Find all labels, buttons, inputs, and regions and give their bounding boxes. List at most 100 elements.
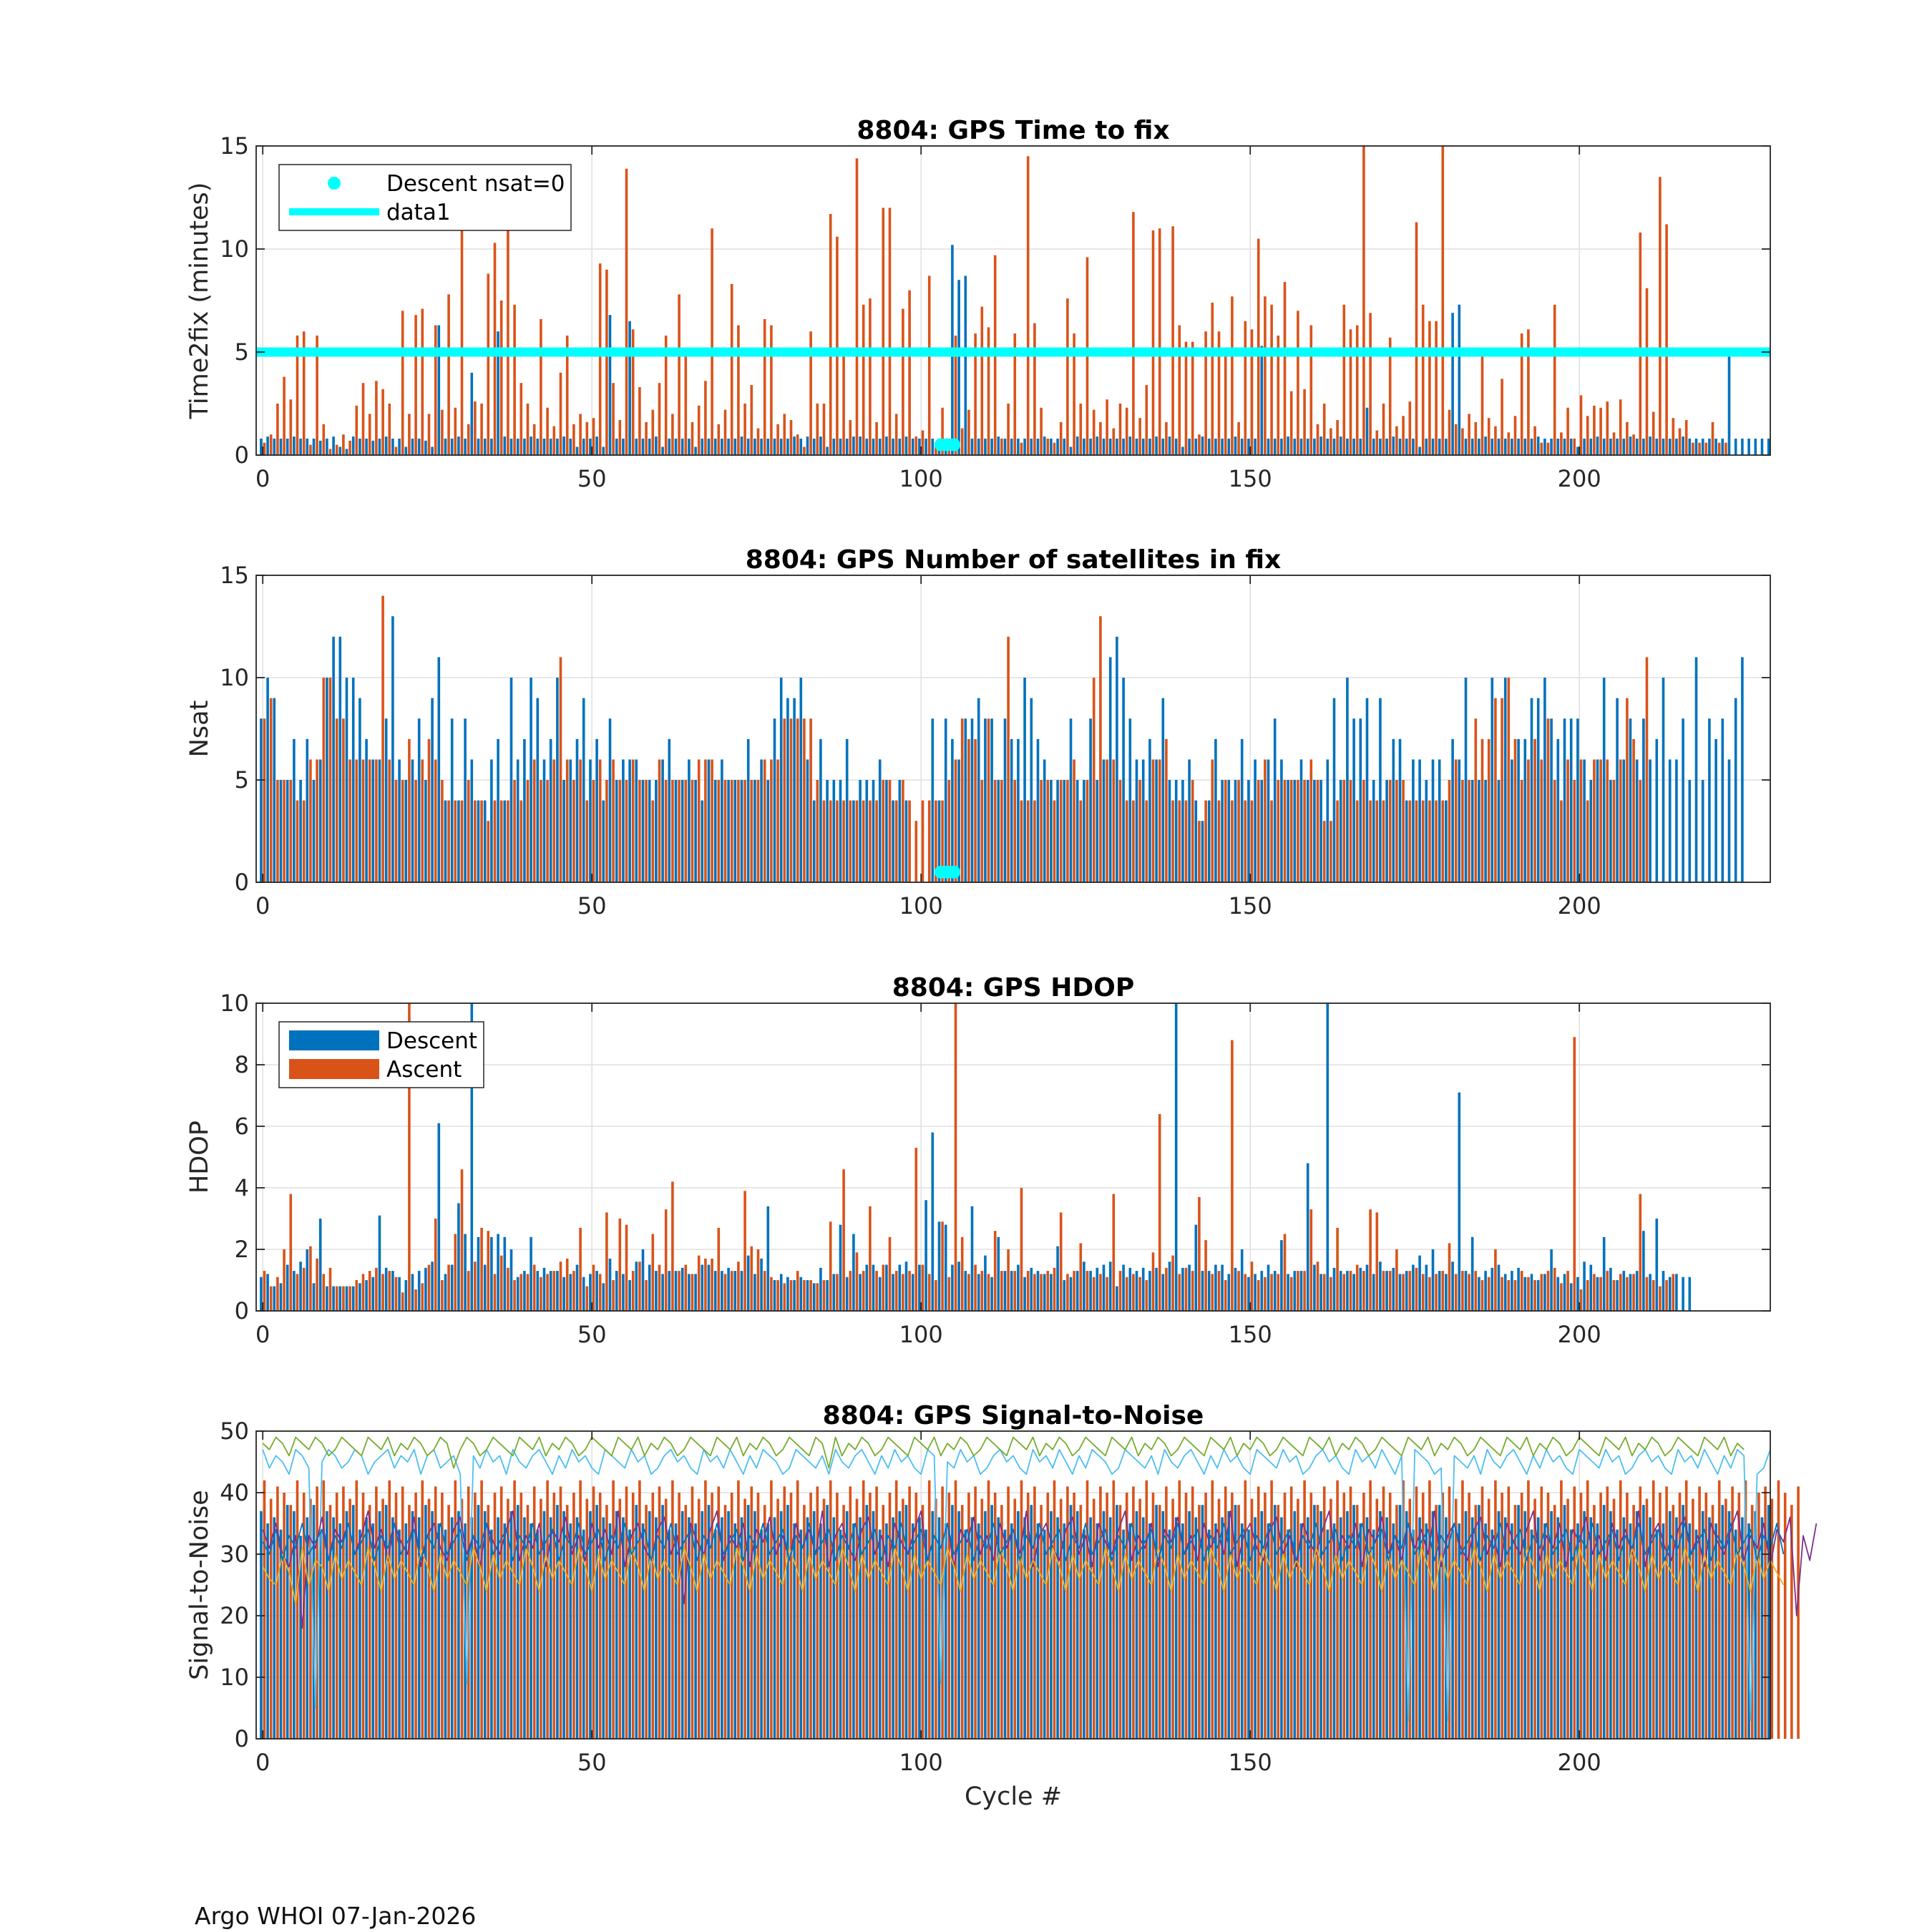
bar [951,738,954,882]
bar [668,438,671,455]
bar [1503,438,1507,455]
bar [1362,780,1365,882]
bar [1431,438,1435,455]
bar [391,1271,394,1311]
bar [1313,780,1316,882]
bar [1616,1280,1619,1311]
bar [351,1286,355,1311]
bar [740,1517,743,1739]
bar [1448,409,1451,455]
bar [980,1271,984,1311]
bar [565,759,569,882]
bar [263,718,266,882]
bar [487,273,490,455]
bar [302,1267,306,1311]
x-tick-label: 200 [1558,892,1601,919]
bar [499,1255,503,1311]
chart-title: 8804: GPS Number of satellites in fix [746,545,1282,575]
bar [1491,438,1494,455]
bar [1619,399,1622,455]
bar [1116,636,1118,882]
bar [1392,738,1395,882]
bar [839,1224,842,1311]
bar [888,1236,892,1311]
bar [394,447,398,455]
bar [1237,780,1240,882]
bar [1040,780,1043,882]
bar [892,1274,894,1311]
bar [1217,331,1221,455]
bar [1207,1529,1211,1739]
bar [872,780,875,882]
bar [1375,430,1379,455]
bar [487,1505,490,1739]
bar [316,1258,318,1311]
bar [1589,1517,1593,1739]
bar [1204,331,1207,455]
bar [1299,1271,1303,1311]
bar [1606,1486,1609,1739]
bar [1174,438,1178,455]
bar [1155,1267,1158,1311]
y-tick-label: 20 [220,1602,249,1629]
bar [1138,418,1141,455]
bar [898,1264,902,1311]
bar [1059,1212,1063,1311]
bar [1461,1480,1464,1739]
bar [1701,1511,1704,1739]
bar [1303,389,1306,455]
bar [503,1523,507,1739]
bar [1332,698,1336,882]
bar [957,1262,960,1311]
bar [401,1486,404,1739]
bar [872,1264,875,1311]
bar [855,1498,859,1739]
bar [997,1517,1000,1739]
bar [1392,1267,1395,1311]
bar [671,1181,674,1311]
bar [1069,718,1073,882]
bar [1128,1267,1132,1311]
bar [595,436,598,455]
bar [540,780,542,882]
bar [1576,1523,1579,1739]
y-tick-label: 15 [220,562,249,589]
bar [1231,800,1234,882]
bar [1494,1249,1497,1311]
bar [1319,780,1322,882]
footer-text: Argo WHOI 07-Jan-2026 [195,1902,477,1930]
bar [1478,438,1480,455]
bar [1470,1517,1474,1739]
bar [688,438,691,455]
bar [770,1277,773,1311]
bar [859,436,862,455]
bar [1599,759,1602,882]
bar [1412,1529,1415,1739]
bar [1672,1274,1675,1311]
bar [276,780,279,882]
bar [1458,1523,1461,1739]
bar [1336,420,1339,455]
bar [664,1498,668,1739]
bar [898,780,902,882]
bar [809,718,812,882]
bar [1194,1517,1198,1739]
bar [1224,780,1227,882]
bar [1668,1277,1672,1311]
bar [342,1286,345,1311]
bar [1556,438,1560,455]
bar [1293,438,1297,455]
axes-box [255,145,1771,456]
bar [1250,329,1254,455]
bar [1280,1240,1283,1311]
bar [318,440,322,455]
bar [1665,1280,1668,1311]
bar [1418,759,1421,882]
bar [826,1280,829,1311]
bar [1254,438,1257,455]
bar [414,1289,417,1311]
bar [1309,1493,1313,1739]
bar [927,275,931,455]
bar [457,436,460,455]
bar [1642,718,1645,882]
